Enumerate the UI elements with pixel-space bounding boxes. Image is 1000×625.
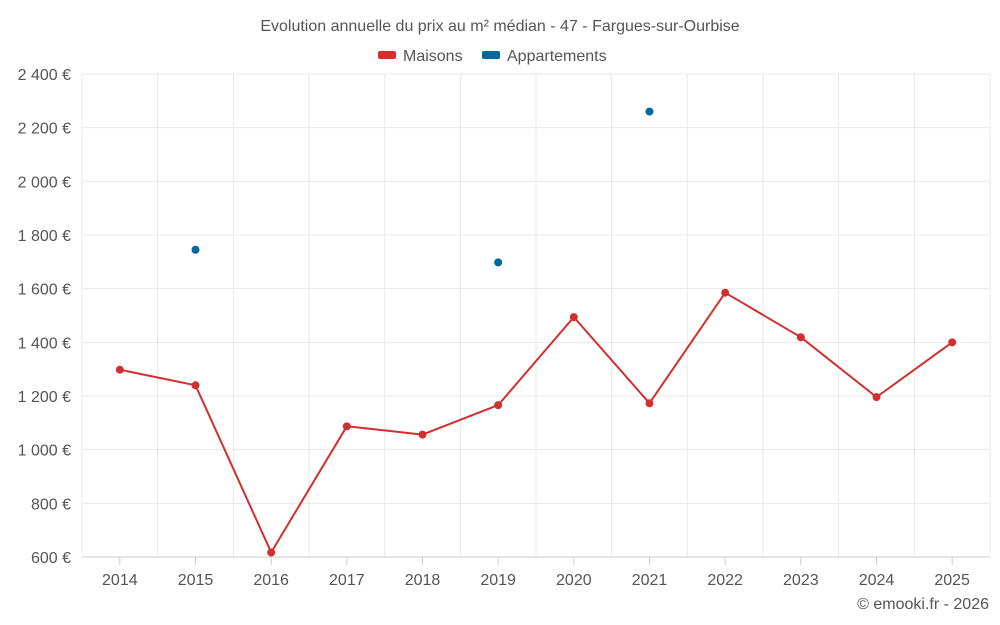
x-tick-label: 2022 <box>707 572 743 589</box>
data-point-appartements-2019[interactable] <box>494 258 503 267</box>
legend-item-appartements[interactable]: Appartements <box>482 48 607 65</box>
x-tick-label: 2025 <box>934 572 970 589</box>
x-axis: 2014 2015 2016 2017 2018 2019 2020 2021 2022 2023… <box>82 556 990 589</box>
x-tick-label: 2024 <box>859 572 895 589</box>
legend-label-maisons[interactable]: Maisons <box>403 48 463 65</box>
chart-title: Evolution annuelle du prix au m² médian … <box>260 18 739 35</box>
grid <box>81 73 991 558</box>
x-tick-label: 2016 <box>253 572 289 589</box>
data-point-maisons-2015[interactable] <box>191 381 200 390</box>
x-tick-label: 2020 <box>556 572 592 589</box>
series-line-maisons <box>119 291 953 554</box>
series-maisons <box>115 288 957 557</box>
x-tick-label: 2018 <box>405 572 441 589</box>
series-appartements <box>191 107 654 267</box>
y-tick-label: 1 600 € <box>18 282 71 299</box>
legend[interactable]: Maisons Appartements <box>378 48 607 65</box>
y-tick-label: 1 000 € <box>18 443 71 460</box>
x-tick-label: 2017 <box>329 572 365 589</box>
data-point-appartements-2015[interactable] <box>191 245 200 254</box>
data-point-maisons-2022[interactable] <box>721 288 730 297</box>
y-tick-label: 800 € <box>31 496 71 513</box>
data-point-maisons-2025[interactable] <box>948 338 957 347</box>
series <box>115 107 957 557</box>
x-tick-label: 2021 <box>632 572 668 589</box>
data-point-maisons-2019[interactable] <box>494 401 503 410</box>
data-point-maisons-2021[interactable] <box>645 399 654 408</box>
data-point-maisons-2017[interactable] <box>342 422 351 431</box>
legend-swatch-maisons <box>378 51 396 59</box>
y-tick-label: 1 400 € <box>18 335 71 352</box>
y-tick-label: 2 000 € <box>18 174 71 191</box>
x-tick-label: 2014 <box>102 572 138 589</box>
data-point-maisons-2023[interactable] <box>796 333 805 342</box>
data-point-maisons-2014[interactable] <box>115 365 124 374</box>
legend-label-appartements[interactable]: Appartements <box>507 48 607 65</box>
data-point-maisons-2024[interactable] <box>872 393 881 402</box>
y-axis: 600 € 800 € 1 000 € 1 200 € 1 400 € 1 600 € 1 … <box>18 67 71 567</box>
x-tick-label: 2019 <box>480 572 516 589</box>
y-tick-label: 1 800 € <box>18 228 71 245</box>
legend-item-maisons[interactable]: Maisons <box>378 48 463 65</box>
y-tick-label: 600 € <box>31 550 71 567</box>
data-point-maisons-2018[interactable] <box>418 430 427 439</box>
x-tick-label: 2023 <box>783 572 819 589</box>
data-point-maisons-2020[interactable] <box>569 313 578 322</box>
legend-swatch-appartements <box>482 51 500 59</box>
data-point-maisons-2016[interactable] <box>267 548 276 557</box>
y-tick-label: 2 200 € <box>18 121 71 138</box>
x-tick-label: 2015 <box>178 572 214 589</box>
chart-credit[interactable]: © emooki.fr - 2026 <box>857 596 989 613</box>
y-tick-label: 2 400 € <box>18 67 71 84</box>
y-tick-label: 1 200 € <box>18 389 71 406</box>
data-point-appartements-2021[interactable] <box>645 107 654 116</box>
